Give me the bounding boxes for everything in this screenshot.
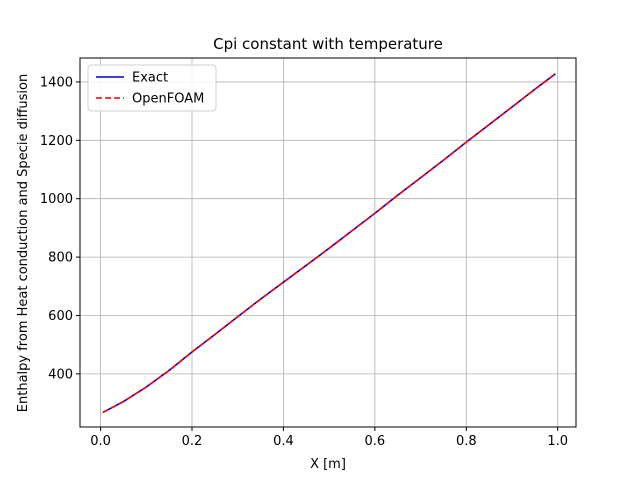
grid [80,58,576,427]
legend-label: OpenFOAM [132,92,204,107]
x-axis: 0.0 0.2 0.4 0.6 0.8 1.0 [90,427,568,449]
x-tick-label: 1.0 [547,434,568,449]
x-tick-label: 0.6 [365,434,386,449]
series-line-exact [102,73,556,414]
legend-label: Exact [132,71,168,86]
chart-title: Cpi constant with temperature [213,35,443,53]
plot-frame [79,57,577,428]
x-tick-label: 0.2 [182,434,203,449]
y-tick-label: 600 [48,309,73,324]
legend: Exact OpenFOAM [87,64,217,112]
x-axis-label: X [m] [310,457,346,472]
series-line-openfoam [102,73,556,414]
y-tick-label: 800 [48,251,73,266]
y-tick-label: 1200 [40,134,73,149]
y-tick-label: 1400 [40,75,73,90]
x-tick-label: 0.0 [90,434,111,449]
y-tick-label: 400 [48,367,73,382]
series-group [102,73,556,414]
x-tick-label: 0.8 [456,434,477,449]
y-tick-label: 1000 [40,192,73,207]
x-tick-label: 0.4 [273,434,294,449]
y-axis: 400 600 800 1000 1200 1400 [40,75,80,382]
y-axis-label: Enthalpy from Heat conduction and Specie… [16,74,31,412]
